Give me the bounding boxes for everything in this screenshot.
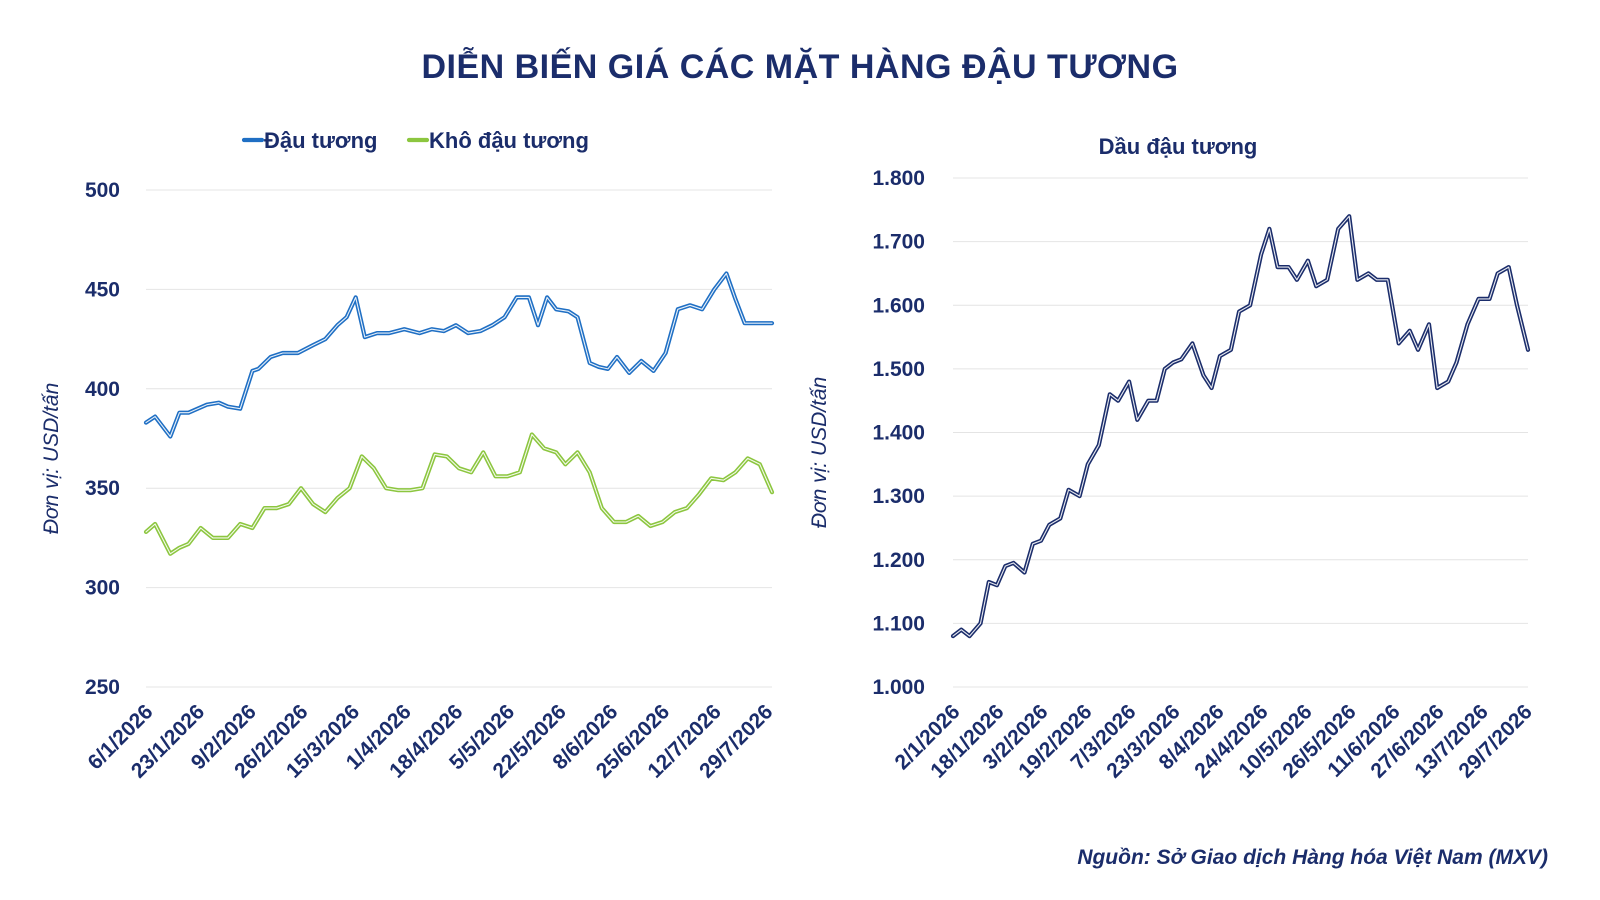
y-tick-label: 1.600 — [872, 294, 925, 317]
y-tick-label: 1.700 — [872, 231, 925, 254]
y-tick-label: 1.800 — [872, 167, 925, 190]
y-tick-label: 1.500 — [872, 358, 925, 381]
series-line — [950, 214, 1531, 639]
y-axis-title: Đơn vị: USD/tấn — [40, 383, 63, 535]
series-line-highlight — [145, 272, 773, 438]
y-tick-label: 500 — [85, 179, 120, 202]
legend-label: Khô đậu tương — [429, 128, 589, 153]
y-tick-label: 1.100 — [872, 612, 925, 635]
series-line-highlight — [952, 215, 1529, 637]
soybean-oil-chart: 1.000 1.100 1.200 1.300 1.400 1.500 1.600 1.700… — [808, 134, 1537, 783]
series-line — [143, 432, 775, 556]
series-line — [143, 271, 775, 439]
source-note: Nguồn: Sở Giao dịch Hàng hóa Việt Nam (M… — [1077, 846, 1548, 869]
y-tick-label: 250 — [85, 676, 120, 699]
y-tick-label: 300 — [85, 577, 120, 600]
y-tick-label: 450 — [85, 278, 120, 301]
y-tick-label: 400 — [85, 378, 120, 401]
chart-main-title: DIỄN BIẾN GIÁ CÁC MẶT HÀNG ĐẬU TƯƠNG — [421, 48, 1179, 86]
series-line-highlight — [145, 433, 773, 555]
y-tick-label: 1.200 — [872, 549, 925, 572]
chart-subtitle: Dầu đậu tương — [1099, 134, 1258, 159]
y-tick-label: 350 — [85, 477, 120, 500]
legend-label: Đậu tương — [264, 128, 377, 153]
y-axis-title: Đơn vị: USD/tấn — [808, 377, 831, 529]
y-tick-label: 1.300 — [872, 485, 925, 508]
soybean-meal-chart: 2503003504004505006/1/202623/1/20269/2/2… — [40, 128, 777, 783]
y-tick-label: 1.000 — [872, 676, 925, 699]
y-tick-label: 1.400 — [872, 422, 925, 445]
